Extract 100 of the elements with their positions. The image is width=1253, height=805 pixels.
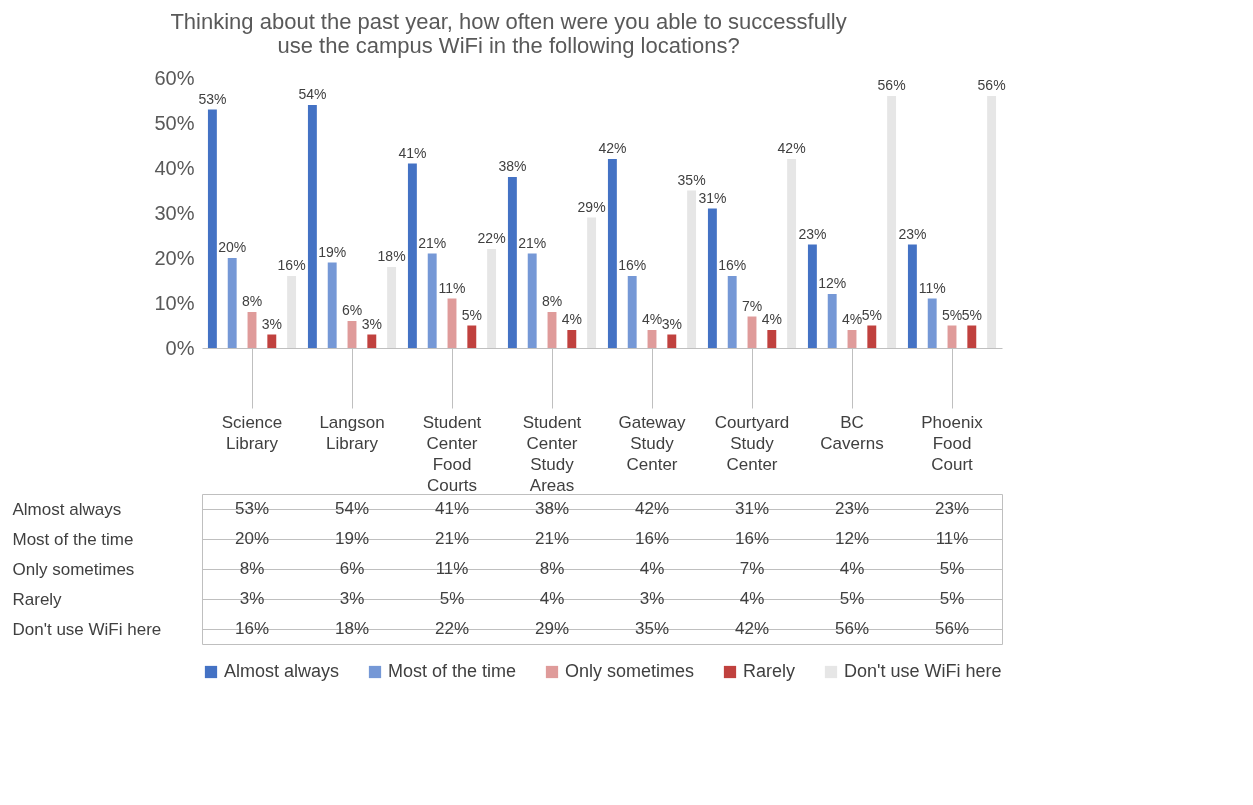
bar — [667, 334, 677, 348]
data-label: 4% — [639, 559, 665, 578]
text: 4% — [761, 311, 782, 327]
data-label: 11% — [935, 529, 969, 548]
legend-label: Almost always — [224, 661, 340, 681]
data-label: 3% — [239, 589, 265, 608]
y-tick-label: 30% — [154, 201, 195, 224]
data-label: 23% — [934, 499, 970, 518]
data-label: 6% — [339, 559, 365, 578]
text: 41% — [398, 144, 427, 161]
bar — [407, 163, 417, 348]
bar — [467, 325, 477, 348]
data-label: 42% — [734, 619, 770, 638]
bar — [707, 208, 717, 348]
data-label: 5% — [439, 589, 465, 608]
text: 31% — [698, 189, 727, 206]
text: 16% — [718, 257, 747, 273]
text: 38% — [498, 158, 527, 174]
legend-label: Rarely — [743, 661, 796, 681]
bar — [267, 334, 277, 348]
text: 23% — [898, 225, 927, 242]
data-label: 38% — [534, 499, 570, 518]
text: 21% — [518, 234, 547, 251]
text: 3% — [261, 315, 282, 332]
text: 42% — [598, 140, 627, 156]
bar — [247, 312, 257, 348]
data-label: 16% — [634, 529, 670, 548]
y-tick-label: 0% — [165, 336, 195, 359]
data-label: 19% — [334, 529, 370, 548]
data-label: 5% — [939, 589, 965, 608]
text: 53% — [198, 90, 227, 107]
bar — [687, 190, 697, 348]
text: 12% — [818, 275, 847, 291]
bar — [327, 262, 337, 348]
text: 21% — [418, 234, 447, 251]
text: 4% — [641, 311, 663, 327]
data-label: 35% — [634, 619, 670, 638]
y-tick-label: 20% — [154, 246, 195, 269]
bar — [807, 244, 817, 348]
x-tick-label: BC Caverns — [820, 412, 884, 453]
data-label: 53% — [234, 499, 270, 518]
bar — [827, 294, 837, 348]
bar — [987, 96, 997, 348]
data-label: 4% — [739, 589, 765, 608]
bar — [427, 253, 437, 348]
bar — [607, 159, 617, 348]
data-label: 18% — [334, 619, 370, 638]
text: Only sometimes — [12, 559, 135, 579]
text: 22% — [477, 230, 506, 246]
text: 20% — [218, 239, 247, 255]
text: 16% — [618, 257, 647, 273]
data-label: 21% — [534, 529, 570, 548]
x-tick-label: Phoenix Food Court — [921, 412, 984, 474]
data-label: 22% — [434, 619, 470, 638]
x-tick-label: Courtyard Study Center — [714, 412, 790, 474]
bar — [227, 258, 237, 348]
data-label: 56% — [834, 619, 870, 638]
data-label: 16% — [734, 529, 770, 548]
text: 5% — [941, 306, 963, 323]
bar — [207, 109, 217, 348]
legend-label: Only sometimes — [565, 661, 695, 681]
text: 11% — [438, 279, 466, 296]
x-tick-label: Gateway Study Center — [618, 412, 687, 474]
bar — [907, 244, 917, 348]
chart-title: Thinking about the past year, how often were you able to successfully use the campus WiFi in the following locations? — [170, 9, 847, 58]
data-label: 3% — [639, 589, 665, 608]
bar — [307, 105, 317, 348]
text: 42% — [777, 140, 806, 156]
data-label: 12% — [834, 529, 870, 548]
data-label: 56% — [934, 619, 970, 638]
bar — [967, 325, 977, 348]
text: 23% — [798, 225, 827, 242]
text: 3% — [361, 315, 382, 332]
data-label: 8% — [239, 559, 265, 578]
bar — [647, 330, 657, 348]
x-tick-label: Student Center Food Courts — [422, 412, 482, 495]
bar — [887, 96, 897, 348]
y-tick-label: 10% — [154, 291, 195, 314]
bar — [487, 249, 497, 348]
legend-label: Most of the time — [388, 661, 517, 681]
data-label: 23% — [834, 499, 870, 518]
text: 6% — [341, 302, 363, 318]
text: 56% — [977, 77, 1006, 93]
x-tick-label: Langson Library — [319, 412, 385, 453]
data-label: 21% — [434, 529, 470, 548]
data-label: 7% — [739, 559, 765, 578]
text: 8% — [541, 293, 563, 309]
text: 5% — [861, 306, 882, 323]
x-tick-label: Science Library — [221, 412, 283, 453]
bar — [507, 177, 517, 348]
bar — [287, 276, 297, 348]
data-label: 20% — [234, 529, 270, 548]
text: 54% — [298, 86, 327, 102]
data-label: 3% — [339, 589, 365, 608]
text: Rarely — [12, 589, 62, 609]
text: 3% — [661, 315, 682, 332]
data-label: 8% — [539, 559, 565, 578]
bar — [767, 330, 777, 348]
data-label: 31% — [734, 499, 770, 518]
bar — [867, 325, 877, 348]
